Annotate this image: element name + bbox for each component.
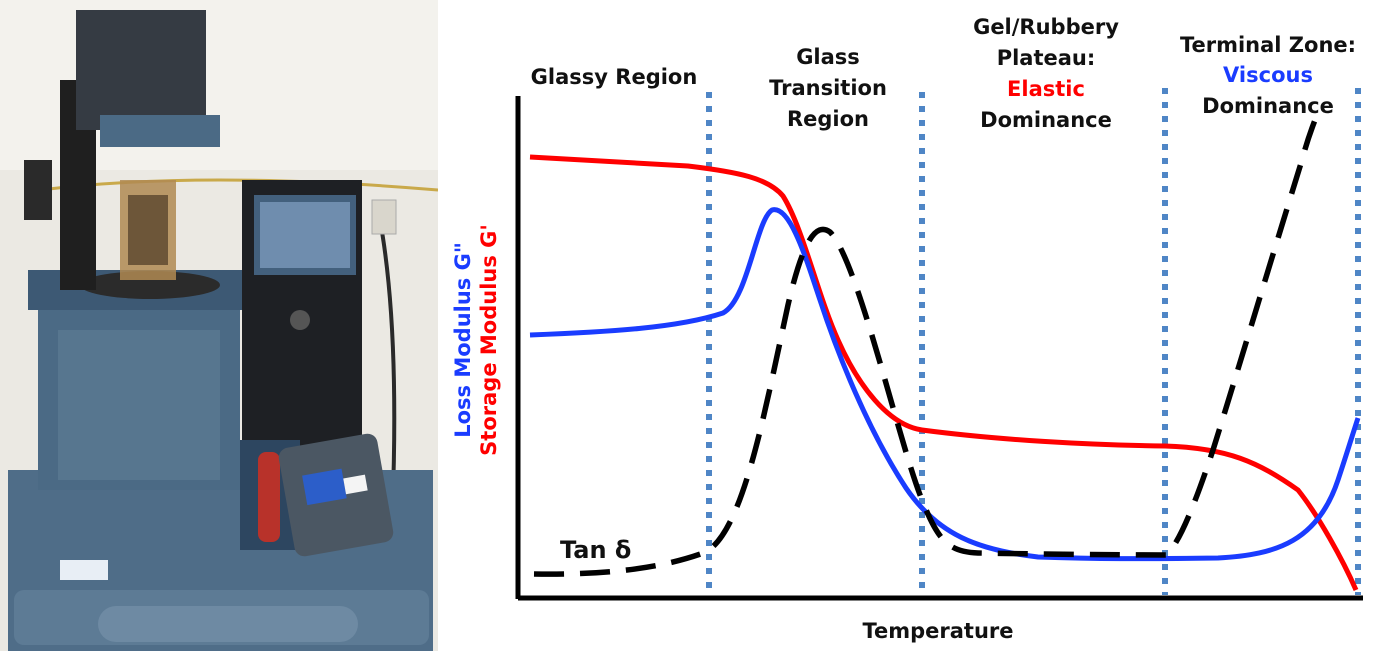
region-label-plateau-2: Plateau: [997,46,1096,70]
tan-delta-label: Tan δ [560,536,631,564]
region-label-glassy: Glassy Region [531,65,698,89]
region-label-terminal-1: Terminal Zone: [1180,33,1356,57]
x-axis-label: Temperature [862,619,1013,643]
region-label-transition-3: Region [787,107,869,131]
loss-modulus-curve [529,207,1361,562]
region-dividers [706,88,1361,595]
y-axis-label-loss: Loss Modulus G" [451,242,475,438]
region-label-transition-1: Glass [796,45,860,69]
storage-modulus-curve [529,154,1359,591]
region-label-plateau-1: Gel/Rubbery [973,15,1119,39]
region-label-plateau-4: Dominance [980,108,1112,132]
rheometer-photo [0,0,438,651]
viscoelastic-diagram: Glassy Region Glass Transition Region Ge… [451,15,1363,643]
region-label-terminal-3: Dominance [1202,94,1334,118]
region-label-plateau-elastic: Elastic [1007,77,1085,101]
region-label-terminal-viscous: Viscous [1223,63,1313,87]
region-label-transition-2: Transition [769,76,887,100]
tan-delta-curve [533,119,1318,577]
y-axis-label-storage: Storage Modulus G' [477,224,501,456]
